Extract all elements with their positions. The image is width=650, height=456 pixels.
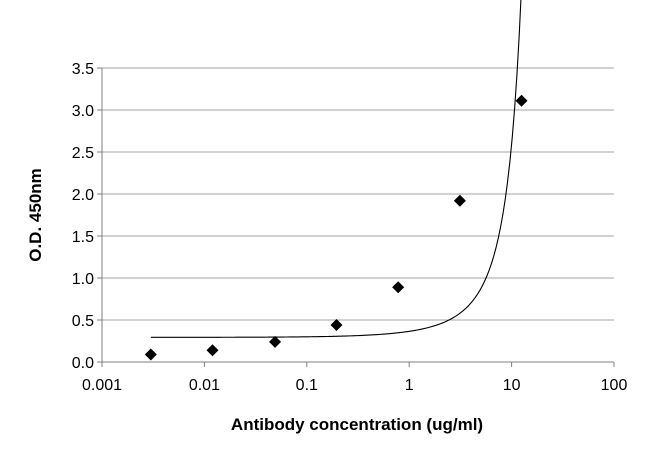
x-tick-label: 100 [601,377,628,394]
y-tick-label: 3.5 [72,61,94,78]
y-tick-label: 2.5 [72,145,94,162]
y-tick-label: 1.0 [72,271,94,288]
data-point [392,281,405,294]
data-point [269,335,282,348]
x-tick-label: 1 [405,377,414,394]
trendline-layer [150,0,522,338]
data-point [330,319,343,332]
data-points [144,94,528,361]
y-tick-label: 0.0 [72,355,94,372]
y-axis-title: O.D. 450nm [26,168,45,262]
y-tick-label: 3.0 [72,103,94,120]
x-tick-labels: 0.001 0.01 0.1 1 10 100 [82,377,627,394]
x-tick-label: 0.001 [82,377,122,394]
x-tick-label: 10 [503,377,521,394]
data-point [144,348,157,361]
y-tick-label: 1.5 [72,229,94,246]
x-axis-title: Antibody concentration (ug/ml) [231,415,483,434]
x-tick-label: 0.01 [189,377,220,394]
data-point [515,94,528,107]
x-tick-label: 0.1 [296,377,318,394]
data-point [206,344,219,357]
y-tick-label: 2.0 [72,187,94,204]
axes [97,67,615,367]
gridlines [102,67,614,321]
data-point [453,194,466,207]
y-tick-labels: 0.0 0.5 1.0 1.5 2.0 2.5 3.0 3.5 [72,61,94,372]
exponential-trendline [150,0,522,338]
y-tick-label: 0.5 [72,313,94,330]
